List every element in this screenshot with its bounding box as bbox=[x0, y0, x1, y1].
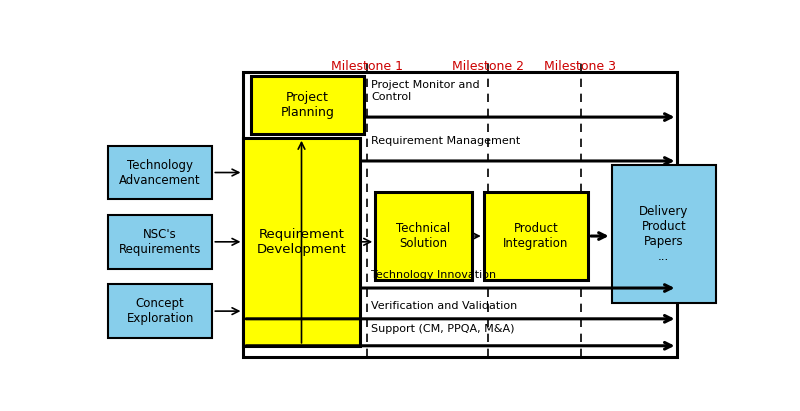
Text: Technical
Solution: Technical Solution bbox=[397, 222, 450, 250]
FancyBboxPatch shape bbox=[108, 284, 212, 338]
Text: Concept
Exploration: Concept Exploration bbox=[126, 297, 194, 325]
FancyBboxPatch shape bbox=[251, 76, 363, 134]
Text: Project Monitor and
Control: Project Monitor and Control bbox=[371, 80, 480, 102]
Text: Requirement Management: Requirement Management bbox=[371, 136, 521, 145]
Text: Milestone 1: Milestone 1 bbox=[331, 60, 403, 73]
FancyBboxPatch shape bbox=[108, 145, 212, 199]
FancyBboxPatch shape bbox=[484, 192, 588, 280]
Text: Delivery
Product
Papers
...: Delivery Product Papers ... bbox=[639, 205, 689, 263]
Text: Milestone 2: Milestone 2 bbox=[451, 60, 523, 73]
Text: Product
Integration: Product Integration bbox=[503, 222, 569, 250]
FancyBboxPatch shape bbox=[611, 165, 716, 303]
Text: Support (CM, PPQA, M&A): Support (CM, PPQA, M&A) bbox=[371, 324, 514, 334]
Text: Verification and Validation: Verification and Validation bbox=[371, 301, 518, 311]
Text: Requirement
Development: Requirement Development bbox=[257, 228, 346, 256]
Text: Technology
Advancement: Technology Advancement bbox=[119, 159, 201, 187]
Text: Project
Planning: Project Planning bbox=[280, 91, 334, 119]
FancyBboxPatch shape bbox=[108, 215, 212, 269]
Text: Milestone 3: Milestone 3 bbox=[545, 60, 617, 73]
Text: Technology Innovation: Technology Innovation bbox=[371, 270, 496, 280]
FancyBboxPatch shape bbox=[243, 138, 360, 346]
Text: NSC's
Requirements: NSC's Requirements bbox=[119, 228, 202, 256]
FancyBboxPatch shape bbox=[375, 192, 472, 280]
